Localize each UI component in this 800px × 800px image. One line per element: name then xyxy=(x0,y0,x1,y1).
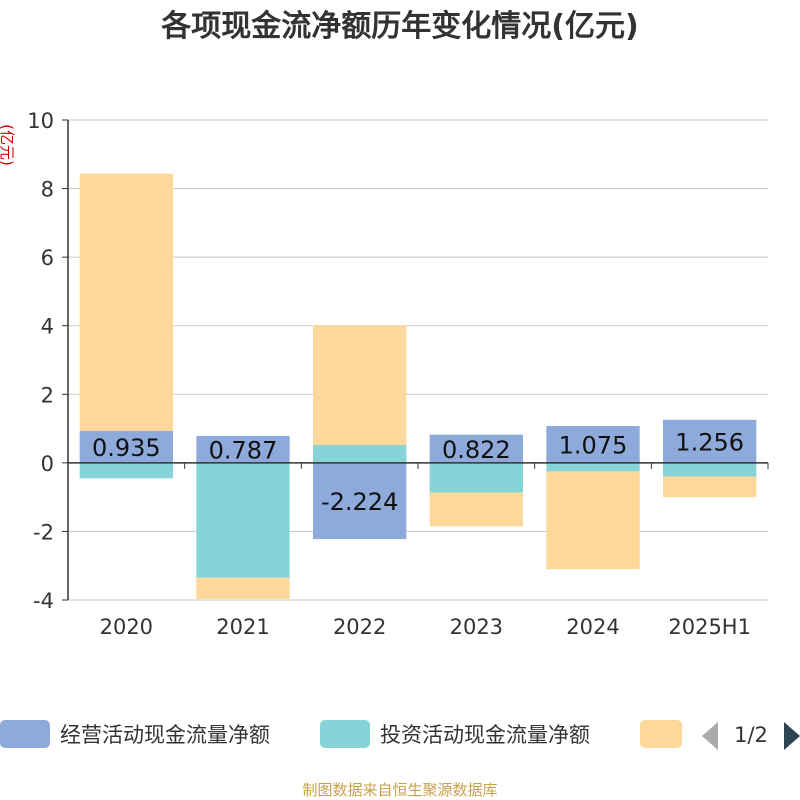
y-tick-label: 4 xyxy=(41,315,54,339)
axes: -4 -2 0 2 4 6 8 10 2020 2021 2022 2023 2024 2025H1 xyxy=(27,109,769,639)
y-tick-label: 6 xyxy=(41,246,54,270)
x-tick-label: 2024 xyxy=(566,615,619,639)
chart-title: 各项现金流净额历年变化情况(亿元) xyxy=(160,9,638,44)
bar-2020-series-1 xyxy=(79,462,173,479)
data-label: -2.224 xyxy=(321,488,398,516)
data-label: 1.075 xyxy=(559,431,628,459)
bar-2022-series-0 xyxy=(313,462,407,540)
x-tick-label: 2022 xyxy=(333,615,386,639)
y-tick-label: 2 xyxy=(41,383,54,407)
bar-2020-series-0 xyxy=(79,430,173,463)
bar-2025H1-series-2 xyxy=(663,476,757,498)
y-tick-label: -4 xyxy=(33,589,54,613)
bar-2023-series-1 xyxy=(429,462,523,493)
legend-label-operating[interactable]: 经营活动现金流量净额 xyxy=(60,723,270,747)
bar-2020-series-2 xyxy=(79,173,173,431)
x-tick-label: 2020 xyxy=(100,615,153,639)
y-tick-label: 10 xyxy=(27,109,54,133)
bar-2024-series-2 xyxy=(546,471,640,570)
bar-2022-series-1 xyxy=(313,445,407,463)
bar-2021-series-0 xyxy=(196,435,290,463)
legend-swatch-operating[interactable] xyxy=(0,720,50,748)
source-note: 制图数据来自恒生聚源数据库 xyxy=(302,781,497,799)
bar-2023-series-2 xyxy=(429,492,523,527)
y-axis-unit-label: (亿元) xyxy=(0,124,16,166)
x-tick-label: 2021 xyxy=(216,615,269,639)
data-label: 0.822 xyxy=(442,436,511,464)
bar-2025H1-series-1 xyxy=(663,462,757,477)
data-label: 0.935 xyxy=(92,434,161,462)
bar-2025H1-series-0 xyxy=(663,419,757,463)
y-tick-label: -2 xyxy=(33,520,54,544)
legend: 经营活动现金流量净额 投资活动现金流量净额 1/2 xyxy=(0,720,800,750)
data-label: 0.787 xyxy=(209,436,278,464)
y-tick-label: 0 xyxy=(41,452,54,476)
triangle-left-icon[interactable] xyxy=(702,722,718,750)
legend-swatch-financing[interactable] xyxy=(640,720,682,748)
bar-2024-series-0 xyxy=(546,426,640,463)
y-tick-label: 8 xyxy=(41,178,54,202)
bar-2021-series-2 xyxy=(196,577,290,599)
legend-label-investing[interactable]: 投资活动现金流量净额 xyxy=(380,723,590,747)
bar-2024-series-1 xyxy=(546,462,640,472)
legend-swatch-investing[interactable] xyxy=(320,720,370,748)
data-label: 1.256 xyxy=(675,428,744,456)
x-tick-label: 2023 xyxy=(450,615,503,639)
bar-2022-series-2 xyxy=(313,325,407,446)
bar-series xyxy=(79,173,757,599)
data-labels: 0.935 0.787 -2.224 0.822 1.075 1.256 xyxy=(92,428,744,516)
bar-2021-series-1 xyxy=(196,462,290,578)
legend-page-indicator: 1/2 xyxy=(734,723,768,747)
triangle-right-icon[interactable] xyxy=(784,722,800,750)
bar-2023-series-0 xyxy=(429,434,523,463)
x-tick-label: 2025H1 xyxy=(668,615,751,639)
